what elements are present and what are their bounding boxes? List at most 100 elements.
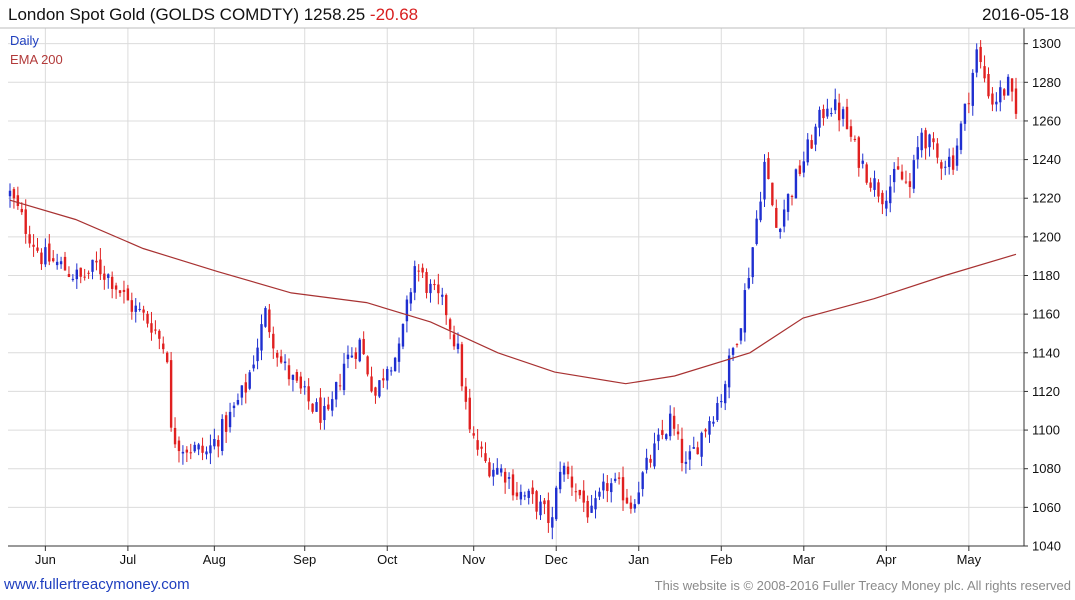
candle-body (747, 277, 750, 289)
candle-body (303, 386, 306, 388)
x-tick-label: May (957, 552, 982, 567)
candle-body (433, 284, 436, 286)
candle-body (932, 138, 935, 143)
candle-body (382, 378, 385, 381)
candle-body (468, 397, 471, 430)
candle-body (276, 352, 279, 358)
candle-body (912, 160, 916, 189)
candle-body (401, 323, 405, 347)
candle-body (221, 419, 224, 451)
candle-body (165, 352, 169, 363)
candle-body (708, 421, 711, 435)
candle-body (40, 252, 43, 265)
candle-body (272, 333, 275, 349)
candle-body (205, 451, 208, 455)
candle-body (185, 449, 189, 453)
candle-body (684, 461, 688, 464)
candle-body (319, 397, 322, 423)
y-tick-label: 1200 (1032, 229, 1061, 244)
candle-body (924, 130, 927, 149)
candle-body (692, 447, 695, 449)
candle-body (283, 361, 287, 364)
candle-body (539, 501, 542, 516)
website-link[interactable]: www.fullertreacymoney.com (4, 576, 190, 593)
candle-body (590, 505, 593, 513)
candle-body (999, 87, 1002, 103)
candle-body (71, 278, 75, 280)
y-tick-label: 1160 (1032, 307, 1060, 322)
y-tick-label: 1300 (1032, 36, 1061, 51)
candle-body (971, 72, 974, 106)
candle-body (118, 290, 122, 294)
candle-body (107, 274, 110, 278)
candle-body (602, 481, 605, 491)
candle-body (657, 434, 660, 442)
candle-body (743, 290, 747, 333)
candle-body (315, 402, 318, 412)
candle-body (103, 273, 106, 280)
candle-body (775, 207, 778, 228)
candle-body (975, 49, 978, 73)
candle-body (142, 309, 145, 313)
axes (0, 27, 1075, 547)
candle-body (896, 166, 900, 170)
candle-body (476, 440, 479, 450)
copyright-text: This website is © 2008-2016 Fuller Treac… (654, 578, 1071, 593)
candle-body (405, 299, 409, 322)
legend-daily: Daily (10, 33, 39, 48)
candle-body (150, 323, 153, 333)
candle-body (122, 289, 126, 292)
x-tick-label: Mar (793, 552, 816, 567)
candle-body (889, 186, 892, 204)
candle-body (672, 415, 676, 429)
candle-body (720, 401, 723, 403)
candle-body (617, 477, 621, 479)
candle-body (16, 195, 20, 206)
x-tick-label: Oct (377, 552, 398, 567)
candle-body (291, 374, 295, 380)
candle-body (20, 208, 23, 213)
candle-body (531, 487, 534, 495)
y-tick-label: 1040 (1032, 539, 1061, 554)
candle-body (649, 458, 652, 463)
candle-body (264, 308, 267, 327)
candle-body (248, 372, 251, 389)
candle-body (979, 46, 982, 63)
x-tick-label: Dec (545, 552, 569, 567)
candle-body (739, 328, 743, 341)
candle-body (653, 443, 656, 467)
grid-lines (8, 28, 1024, 547)
candle-body (429, 283, 432, 294)
candle-body (169, 360, 173, 428)
candle-body (397, 343, 401, 362)
candle-body (665, 434, 668, 439)
candle-body (822, 109, 825, 119)
candle-body (350, 355, 354, 358)
candle-body (24, 209, 27, 234)
candle-body (217, 439, 220, 447)
candle-body (837, 102, 841, 121)
x-tick-label: Sep (293, 552, 316, 567)
x-tick-label: Aug (203, 552, 226, 567)
candle-body (936, 143, 939, 158)
chart-date: 2016-05-18 (982, 5, 1069, 24)
candle-body (735, 344, 739, 346)
candle-body (1014, 88, 1018, 114)
candle-body (87, 272, 90, 274)
candle-body (955, 145, 959, 166)
candle-body (680, 438, 684, 464)
candle-body (110, 276, 114, 289)
candle-body (130, 300, 134, 312)
candle-body (36, 247, 39, 251)
candle-body (845, 106, 849, 130)
candle-body (456, 343, 460, 350)
y-tick-label: 1280 (1032, 75, 1061, 90)
candle-body (724, 384, 727, 404)
candle-body (358, 339, 361, 362)
candle-body (987, 74, 990, 97)
candle-body (771, 182, 774, 206)
candle-body (613, 478, 617, 481)
y-tick-label: 1120 (1032, 384, 1060, 399)
candle-body (830, 113, 833, 115)
